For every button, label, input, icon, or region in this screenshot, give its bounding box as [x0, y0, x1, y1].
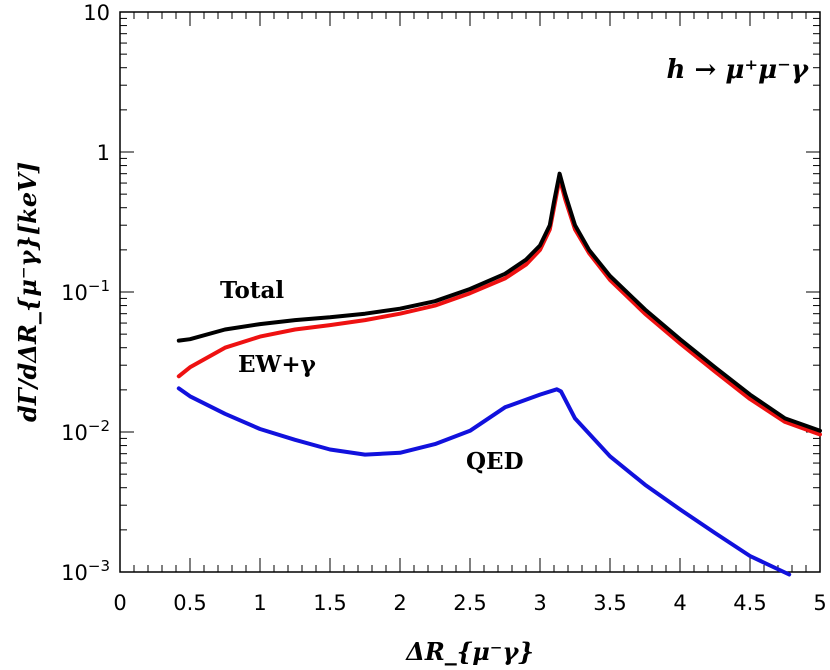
x-tick-label: 3 — [533, 591, 546, 615]
x-tick-label: 2.5 — [453, 591, 486, 615]
label-qed: QED — [466, 448, 524, 475]
y-axis-label: dΓ/dΔR_{μ⁻γ}[keV] — [13, 162, 42, 422]
x-tick-label: 2 — [393, 591, 406, 615]
series-line-ew — [176, 176, 822, 437]
y-tick-label: 10−3 — [61, 557, 110, 585]
x-tick-label: 5 — [813, 591, 826, 615]
label-total: Total — [220, 277, 284, 304]
x-tick-label: 4.5 — [733, 591, 766, 615]
x-tick-label: 1.5 — [313, 591, 346, 615]
series-line-qed — [176, 386, 792, 577]
y-tick-label: 1 — [97, 141, 110, 165]
y-tick-label: 10−2 — [61, 417, 110, 445]
y-tick-label: 10 — [83, 1, 110, 25]
x-tick-label: 4 — [673, 591, 686, 615]
chart-title: h → μ⁺μ⁻γ — [667, 55, 810, 85]
x-tick-label: 0.5 — [173, 591, 206, 615]
tick-labels: 0 0.5 1 1.5 2 2.5 3 3.5 4 4.5 5 10−3 10−2 10−1 1 10 — [61, 1, 827, 615]
label-ew: EW+γ — [238, 351, 317, 378]
x-tick-label: 3.5 — [593, 591, 626, 615]
y-tick-label: 10−1 — [61, 277, 110, 305]
x-tick-label: 1 — [253, 591, 266, 615]
series-line-total — [176, 171, 822, 433]
x-tick-label: 0 — [113, 591, 126, 615]
x-axis-label: ΔR_{μ⁻γ} — [405, 637, 534, 666]
series-lines — [176, 171, 822, 577]
